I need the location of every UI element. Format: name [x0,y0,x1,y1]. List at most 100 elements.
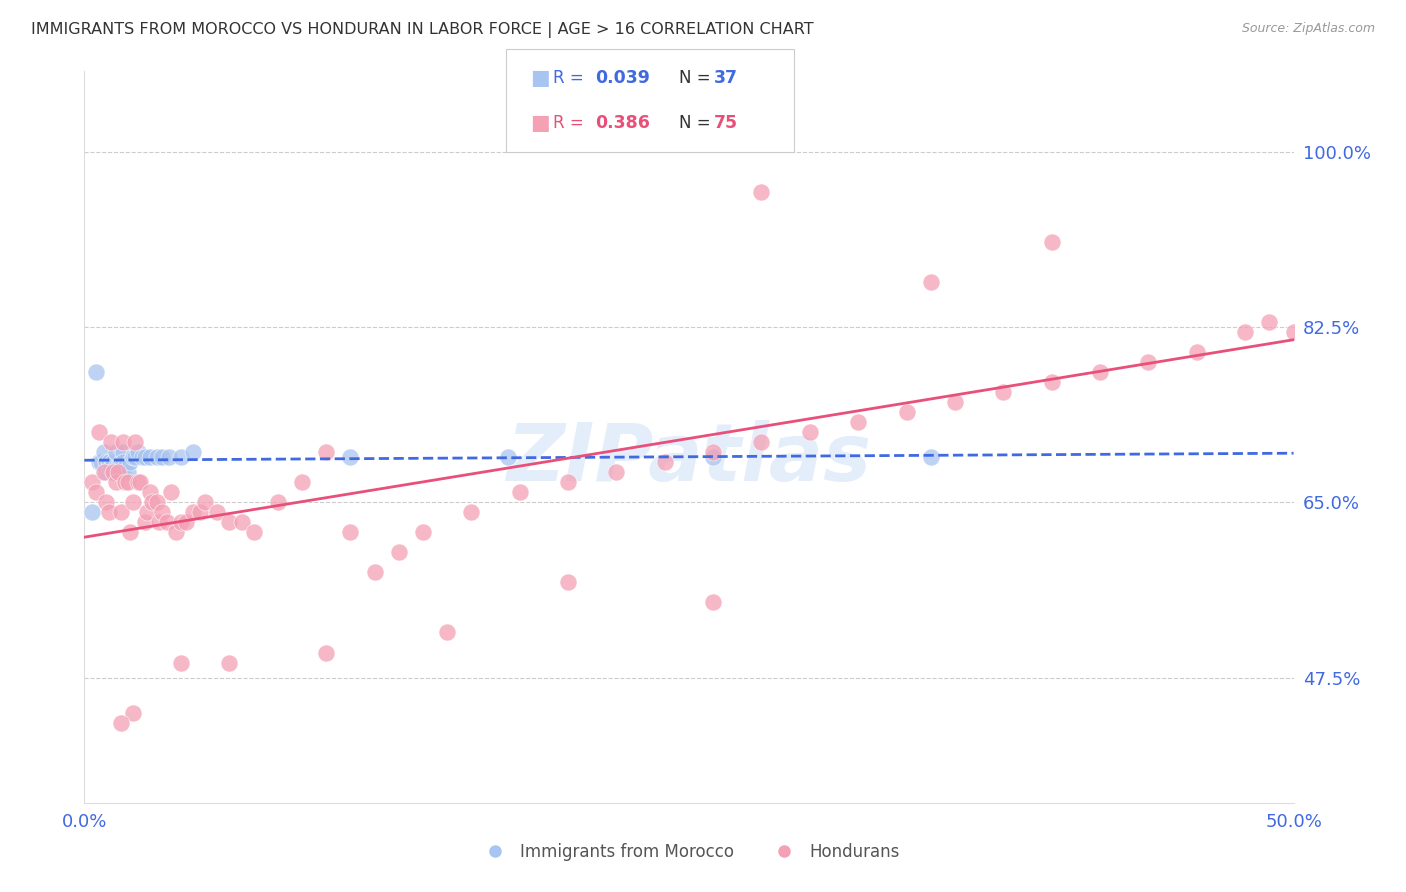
Point [110,715,132,730]
Point [110,455,132,469]
Point [107,465,129,479]
Point [165,525,187,540]
Point [100,435,122,450]
Point [315,646,337,660]
Point [124,450,146,464]
Point [1040,235,1063,249]
Point [136,505,159,519]
Point [117,475,139,490]
Point [100,460,122,475]
Point [107,460,129,475]
Point [799,425,821,439]
Point [157,450,180,464]
Point [181,505,204,519]
Point [943,395,966,409]
Point [112,455,135,469]
Point [315,445,337,459]
Point [412,525,434,540]
Point [86,365,108,379]
Point [131,450,153,464]
Point [80,505,103,519]
Point [605,465,627,479]
Text: ZIPatlas: ZIPatlas [506,420,872,498]
Point [207,505,229,519]
Point [267,495,290,509]
Point [751,185,773,199]
Point [112,435,135,450]
Point [87,425,110,439]
Point [363,566,385,580]
Point [146,495,169,509]
Point [114,460,136,475]
Point [103,465,125,479]
Point [94,465,117,479]
Point [93,445,115,459]
Point [121,450,143,464]
Point [1282,325,1305,339]
Text: 75: 75 [714,114,738,132]
Point [134,515,156,529]
Point [388,545,411,559]
Text: ■: ■ [530,112,550,133]
Point [896,405,918,419]
Point [702,595,724,609]
Point [846,415,869,429]
Point [93,465,115,479]
Text: 0.039: 0.039 [595,69,650,87]
Point [146,450,169,464]
Text: R =: R = [553,114,589,132]
Point [1258,315,1281,329]
Point [194,495,217,509]
Point [110,505,132,519]
Point [1137,355,1160,369]
Point [557,475,579,490]
Point [87,455,110,469]
Point [751,435,773,450]
Point [90,455,112,469]
Text: Source: ZipAtlas.com: Source: ZipAtlas.com [1241,22,1375,36]
Point [436,625,458,640]
Point [496,450,519,464]
Point [129,475,152,490]
Point [231,515,253,529]
Point [339,450,361,464]
Point [121,706,143,720]
Point [1088,365,1111,379]
Point [94,495,117,509]
Point [170,450,193,464]
Text: R =: R = [553,69,589,87]
Point [190,505,212,519]
Text: N =: N = [679,69,716,87]
Text: IMMIGRANTS FROM MOROCCO VS HONDURAN IN LABOR FORCE | AGE > 16 CORRELATION CHART: IMMIGRANTS FROM MOROCCO VS HONDURAN IN L… [31,22,814,38]
Point [86,485,108,500]
Point [242,525,264,540]
Point [97,505,120,519]
Point [150,505,173,519]
Point [80,475,103,490]
Text: 0.386: 0.386 [595,114,650,132]
Point [654,455,676,469]
Point [460,505,482,519]
Point [702,445,724,459]
Point [97,460,120,475]
Point [120,455,142,469]
Point [218,515,240,529]
Text: ■: ■ [530,68,550,88]
Point [557,575,579,590]
Point [112,445,135,459]
Point [94,455,117,469]
Point [141,495,163,509]
Point [174,515,197,529]
Point [993,384,1015,399]
Point [104,460,127,475]
Point [1234,325,1257,339]
Point [127,475,149,490]
Point [1040,375,1063,389]
Point [138,485,160,500]
Point [103,465,125,479]
Point [124,435,146,450]
Point [127,445,149,459]
Point [150,450,173,464]
Text: N =: N = [679,114,716,132]
Legend: Immigrants from Morocco, Hondurans: Immigrants from Morocco, Hondurans [472,837,905,868]
